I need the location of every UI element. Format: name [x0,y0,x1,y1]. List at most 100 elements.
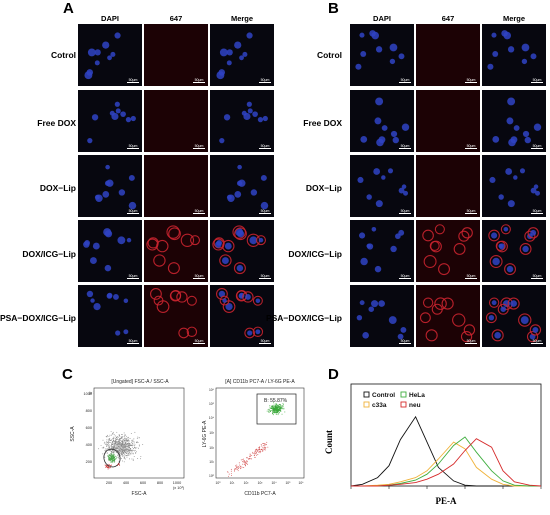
nucleus [494,332,501,339]
nucleus [521,43,530,52]
event-dot [281,405,283,407]
nucleus [237,164,242,170]
event-dot [110,460,112,462]
nucleus [252,111,258,118]
panel-c-letter: C [62,366,73,383]
micrograph [84,32,121,80]
event-dot [271,407,273,409]
membrane-signal [252,326,264,338]
event-dot [228,473,230,475]
event-dot [108,441,110,443]
panel-b-tile-r5-merge: 50μm [482,285,546,347]
event-dot [114,440,116,442]
scale-bar-label: 50μm [400,78,410,82]
event-dot [239,464,241,466]
scale-bar-label: 50μm [532,274,542,278]
event-dot [272,411,274,412]
event-dot [261,445,263,447]
event-dot [123,445,125,447]
event-dot [117,457,119,459]
event-dot [226,471,228,473]
event-dot [259,449,261,451]
scale-bar-line [193,148,205,149]
event-dot [117,448,119,450]
nucleus [130,115,136,122]
flow-right-xtick: 10⁴ [271,481,277,485]
event-dot [134,449,136,451]
event-dot [272,404,274,406]
flow-left-xlabel: FSC-A [132,491,148,497]
event-dot [113,441,115,442]
micrograph [216,288,264,339]
event-dot [112,446,114,448]
nucleus [93,302,101,311]
event-dot [269,409,270,411]
event-dot [268,408,270,410]
event-dot [111,456,113,458]
scale-bar-label: 50μm [532,339,542,343]
event-dot [110,462,112,464]
event-dot [108,456,110,458]
event-dot [117,450,119,452]
event-dot [276,408,278,410]
event-dot [253,454,255,456]
panel-a-tile-r2-647: 50μm [144,90,208,152]
flow-left-xtick: 400 [123,481,129,485]
panel-b-row-label-2: Free DOX [303,118,342,128]
event-dot [121,444,123,446]
nucleus [505,168,513,175]
event-dot [128,444,130,446]
histogram-xlabel: PE-A [436,496,457,506]
scale-bar-line [465,278,477,279]
panel-a-tile-r5-merge: 50μm [210,285,274,347]
event-dot [242,463,244,465]
event-dot [281,408,283,410]
nucleus [83,241,90,248]
event-dot [117,442,119,444]
event-dot [133,445,135,446]
flow-plot-right: [A] CD11b PC7-A / LY-6G PE-A B: 55.87% 1… [202,379,305,497]
membrane-signal [153,295,164,306]
event-dot [114,442,116,444]
event-dot [109,467,111,469]
nucleus [249,236,258,245]
event-dot [132,453,134,455]
event-dot [254,453,256,455]
event-dot [270,411,272,412]
event-dot [280,406,282,408]
nucleus [356,314,363,321]
scale-bar-label: 50μm [466,144,476,148]
micrograph [355,30,405,70]
event-dot [239,466,241,468]
event-dot [104,450,106,452]
nucleus [374,117,382,125]
membrane-signal [518,313,532,327]
nucleus [104,230,113,238]
event-dot [134,450,136,452]
event-dot [122,439,124,441]
panel-a-tile-r4-dapi: 50μm [78,220,142,282]
event-dot [122,442,124,444]
event-dot [281,407,283,409]
event-dot [115,437,117,439]
event-dot [105,449,107,451]
nucleus [95,194,103,203]
event-dot [115,451,117,453]
legend-label-control: Control [372,392,395,399]
nucleus [250,189,258,196]
event-dot [128,447,130,449]
nucleus [530,229,537,236]
event-dot [122,456,124,457]
micrograph [487,30,537,70]
scale-bar-line [465,343,477,344]
gate-b-label: B: 55.87% [264,398,288,404]
event-dot [277,406,279,408]
micrograph [489,168,541,208]
event-dot [123,450,125,452]
event-dot [282,405,284,407]
event-dot [120,441,122,443]
event-dot [116,447,118,448]
membrane-signal [219,254,232,267]
event-dot [119,447,121,449]
event-dot [271,412,273,414]
